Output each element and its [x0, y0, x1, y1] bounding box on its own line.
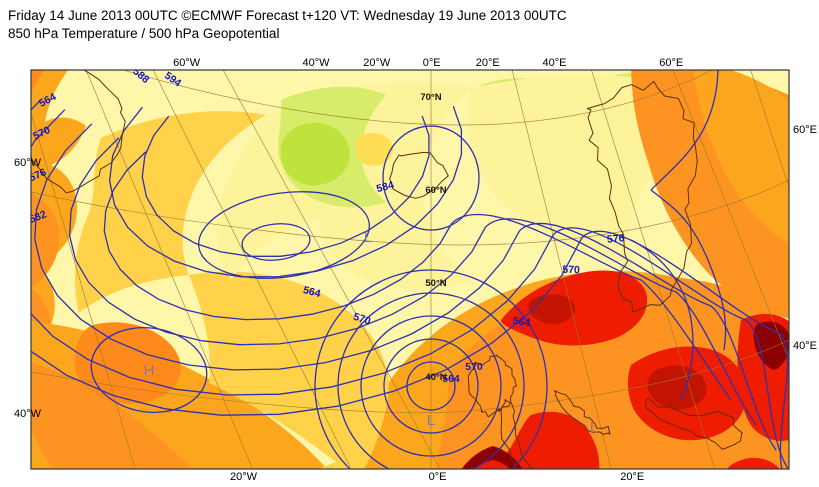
svg-text:L: L — [427, 412, 435, 429]
svg-text:H: H — [144, 362, 155, 379]
svg-text:20°E: 20°E — [476, 57, 500, 69]
svg-text:40°E: 40°E — [543, 57, 567, 69]
svg-text:60°E: 60°E — [793, 124, 817, 136]
svg-text:60°N: 60°N — [425, 185, 446, 196]
svg-text:60°W: 60°W — [14, 157, 42, 169]
svg-text:60°E: 60°E — [659, 57, 683, 69]
svg-text:20°W: 20°W — [363, 57, 391, 69]
svg-text:570: 570 — [465, 361, 483, 373]
svg-text:L: L — [364, 229, 372, 246]
svg-text:L: L — [590, 419, 598, 436]
svg-text:40°W: 40°W — [14, 408, 42, 420]
svg-text:20°E: 20°E — [620, 471, 644, 483]
svg-text:564: 564 — [442, 373, 460, 385]
svg-text:570: 570 — [562, 264, 580, 277]
svg-text:50°N: 50°N — [425, 278, 446, 289]
svg-text:20°W: 20°W — [230, 471, 258, 483]
svg-text:60°W: 60°W — [173, 57, 201, 69]
svg-text:0°E: 0°E — [429, 471, 447, 483]
svg-text:70°N: 70°N — [420, 92, 441, 103]
svg-text:0°E: 0°E — [423, 57, 441, 69]
svg-text:40°W: 40°W — [302, 57, 330, 69]
svg-text:576: 576 — [606, 232, 625, 245]
svg-text:564: 564 — [512, 315, 531, 329]
svg-text:40°E: 40°E — [793, 340, 817, 352]
